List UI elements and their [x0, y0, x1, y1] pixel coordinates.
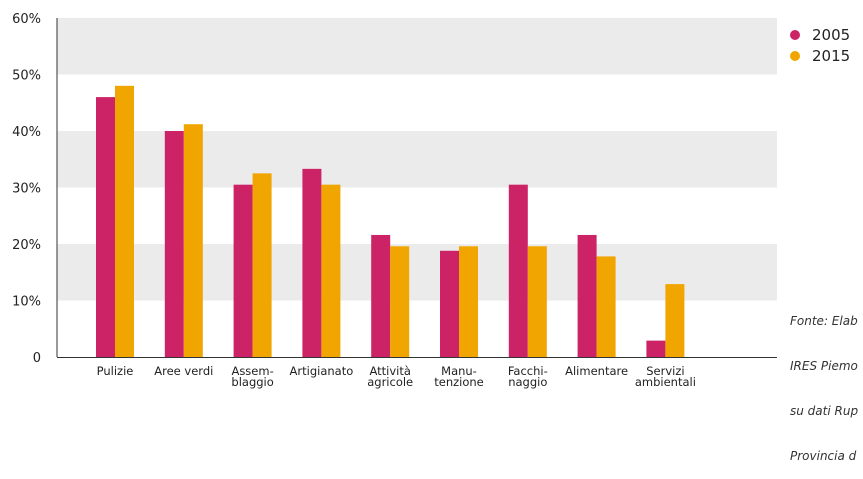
bar-2005-3 [302, 168, 322, 357]
legend-swatch-2005 [790, 29, 800, 40]
bar-2015-1 [183, 124, 203, 357]
y-tick-label: 0 [33, 351, 41, 366]
y-tick-label: 30% [12, 182, 41, 197]
source-line: su dati Rup [790, 404, 859, 418]
source-line: Fonte: Elab [790, 314, 858, 328]
bars [96, 85, 685, 358]
bar-2015-4 [390, 246, 410, 357]
y-tick-label: 40% [12, 125, 41, 140]
bar-2005-8 [646, 340, 666, 357]
legend-label-2005: 2005 [812, 25, 851, 44]
grid-bands [57, 18, 777, 357]
x-tick-label: Facchi- [508, 364, 548, 378]
legend-item-2005: 2005 [790, 24, 850, 45]
grid-band [57, 18, 777, 75]
bar-2015-8 [665, 284, 685, 357]
x-tick-label: ambientali [635, 375, 696, 389]
x-tick-label: Pulizie [97, 364, 134, 378]
x-tick-label: naggio [508, 375, 547, 389]
bar-2005-4 [371, 234, 391, 357]
x-tick-label: Manu- [441, 364, 477, 378]
legend-label-2015: 2015 [812, 46, 851, 65]
bar-2005-6 [508, 184, 528, 357]
y-axis: 0 10% 20% 30% 40% 50% 60% [12, 12, 58, 366]
bar-2015-5 [459, 246, 478, 357]
bar-2005-0 [96, 97, 115, 357]
source-line: Provincia d [790, 449, 857, 463]
source-note: Fonte: Elab IRES Piemo su dati Rup Provi… [790, 284, 863, 479]
y-tick-label: 10% [12, 295, 41, 310]
bar-2005-2 [233, 184, 253, 357]
x-tick-label: blaggio [231, 375, 273, 389]
x-tick-label: Attività [369, 364, 410, 378]
bar-2005-1 [164, 131, 184, 357]
bar-2015-7 [596, 256, 616, 357]
x-tick-label: Servizi [646, 364, 684, 378]
x-tick-label: tenzione [434, 375, 484, 389]
x-tick-label: Artigianato [290, 364, 354, 378]
legend-swatch-2015 [790, 50, 800, 61]
grid-band [57, 74, 777, 131]
x-tick-label: Alimentare [565, 364, 628, 378]
source-line: IRES Piemo [790, 359, 858, 373]
x-tick-label: Aree verdi [154, 364, 213, 378]
bar-2005-7 [577, 234, 597, 357]
bar-2005-5 [440, 250, 459, 357]
bar-chart: 0 10% 20% 30% 40% 50% 60% Pulizie Aree verdi Ass… [12, 12, 777, 389]
bar-2015-3 [321, 184, 341, 357]
y-tick-label: 50% [12, 69, 41, 84]
legend: 2005 2015 [790, 24, 850, 66]
y-tick-label: 20% [12, 238, 41, 253]
legend-item-2015: 2015 [790, 45, 850, 66]
x-tick-label: agricole [367, 375, 413, 389]
x-tick-label: Assem- [231, 364, 273, 378]
bar-2015-0 [115, 85, 134, 358]
y-tick-label: 60% [12, 12, 41, 27]
bar-2015-2 [252, 173, 272, 357]
bar-2015-6 [527, 246, 547, 357]
x-axis: Pulizie Aree verdi Assem-blaggio Artigianat… [57, 357, 777, 389]
